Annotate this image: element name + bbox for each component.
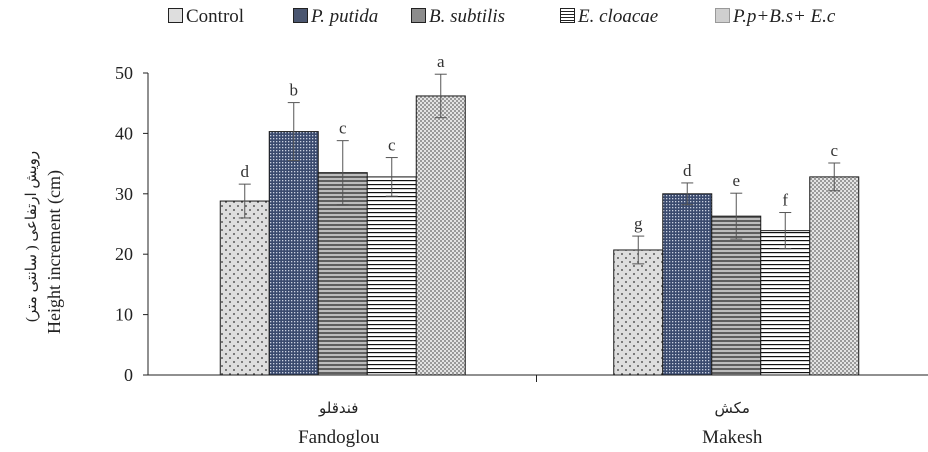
significance-letter: c [830, 141, 838, 160]
legend-label: P. putida [311, 6, 379, 27]
legend-swatch-icon [168, 8, 183, 23]
significance-letter: g [634, 214, 643, 233]
bar [760, 230, 811, 376]
legend-item-b-subtilis: B. subtilis [411, 6, 505, 28]
legend-item-combined: P.p+B.s+ E.c [715, 6, 835, 28]
legend-swatch-icon [411, 8, 426, 23]
legend-label: E. cloacae [578, 6, 659, 27]
significance-letter: d [241, 162, 250, 181]
x-tick-label-fa: مکش [715, 399, 750, 417]
y-tick-label: 0 [124, 365, 133, 385]
legend-label: P.p+B.s+ E.c [733, 6, 836, 27]
bar [613, 249, 664, 376]
y-tick-label: 30 [115, 184, 133, 204]
bar [415, 95, 466, 376]
legend-swatch-icon [560, 8, 575, 23]
legend-label: B. subtilis [429, 6, 506, 27]
legend-swatch-icon [715, 8, 730, 23]
significance-letter: d [683, 161, 692, 180]
bar [219, 200, 270, 376]
significance-letter: e [732, 171, 740, 190]
significance-letter: a [437, 52, 445, 71]
significance-letter: b [290, 81, 299, 100]
legend-label: Control [186, 6, 245, 27]
bar [317, 172, 368, 376]
legend-item-e-cloacae: E. cloacae [560, 6, 658, 28]
bar [268, 131, 319, 376]
x-tick-label: Makesh [702, 427, 763, 448]
bar [662, 193, 713, 376]
y-tick-label: 10 [115, 305, 133, 325]
significance-letter: f [782, 191, 788, 210]
bar [809, 176, 860, 376]
y-tick-label: 40 [115, 123, 133, 143]
bar [711, 215, 762, 376]
significance-letter: c [388, 136, 396, 155]
x-tick-label-fa: فندقلو [318, 399, 358, 417]
bar [366, 176, 417, 376]
legend-item-control: Control [168, 6, 244, 28]
legend-item-p-putida: P. putida [293, 6, 378, 28]
y-tick-label: 50 [115, 63, 133, 83]
legend-swatch-icon [293, 8, 308, 23]
legend: Control P. putida B. subtilis E. cloacae… [0, 4, 928, 32]
x-tick-label: Fandoglou [298, 427, 380, 448]
significance-letter: c [339, 119, 347, 138]
y-tick-label: 20 [115, 244, 133, 264]
